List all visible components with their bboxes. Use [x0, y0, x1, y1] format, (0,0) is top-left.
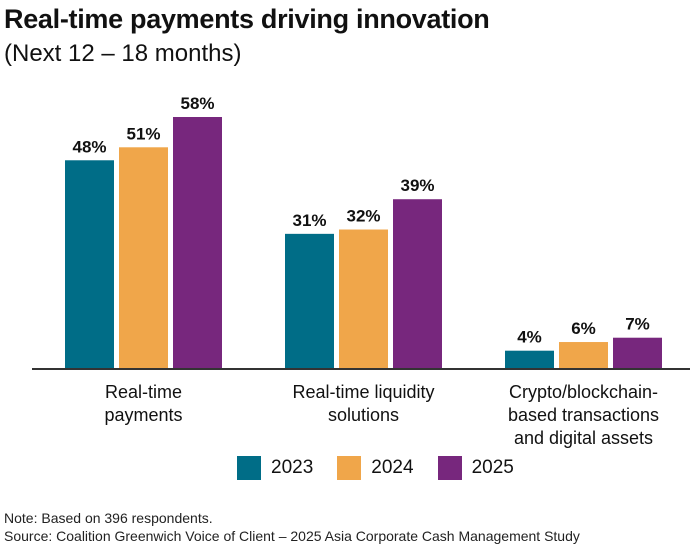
category-label: solutions: [328, 405, 399, 425]
legend-swatch: [437, 456, 462, 480]
legend-swatch: [237, 456, 261, 480]
data-label: 7%: [625, 315, 650, 334]
data-label: 39%: [400, 176, 434, 195]
legend-item-2025: 2025: [437, 456, 514, 480]
legend-item-2023: 2023: [237, 456, 313, 480]
legend-item-2024: 2024: [337, 456, 414, 480]
chart-subtitle: (Next 12 – 18 months): [4, 40, 242, 67]
legend-label: 2024: [371, 457, 414, 478]
legend: 2023 2024 2025: [237, 456, 514, 480]
data-label: 32%: [346, 207, 380, 226]
chart-title: Real-time payments driving innovation: [4, 4, 490, 34]
bar-2024: [339, 229, 388, 368]
bar-2023: [65, 160, 114, 368]
data-label: 48%: [72, 137, 106, 156]
data-label: 4%: [517, 328, 542, 347]
bar-2023: [505, 350, 554, 368]
category-label: Real-time: [105, 382, 182, 402]
data-label: 51%: [126, 124, 160, 143]
bar-2025: [173, 117, 222, 368]
category-label: Crypto/blockchain-: [509, 382, 658, 402]
legend-label: 2025: [471, 457, 514, 478]
bar-2023: [285, 233, 334, 368]
legend-swatch: [337, 456, 362, 480]
bar-2025: [393, 199, 442, 368]
bar-2024: [119, 147, 168, 368]
bar-2024: [559, 342, 608, 368]
legend-label: 2023: [271, 457, 314, 478]
data-label: 6%: [571, 319, 596, 338]
category-label: payments: [104, 405, 182, 425]
category-label: and digital assets: [514, 428, 653, 448]
category-label: based transactions: [508, 405, 659, 425]
footnote: Note: Based on 396 respondents.: [4, 510, 213, 526]
data-label: 31%: [292, 211, 326, 230]
source: Source: Coalition Greenwich Voice of Cli…: [4, 528, 580, 544]
bar-2025: [613, 337, 662, 368]
category-label: Real-time liquidity: [292, 382, 434, 402]
data-label: 58%: [180, 94, 214, 113]
